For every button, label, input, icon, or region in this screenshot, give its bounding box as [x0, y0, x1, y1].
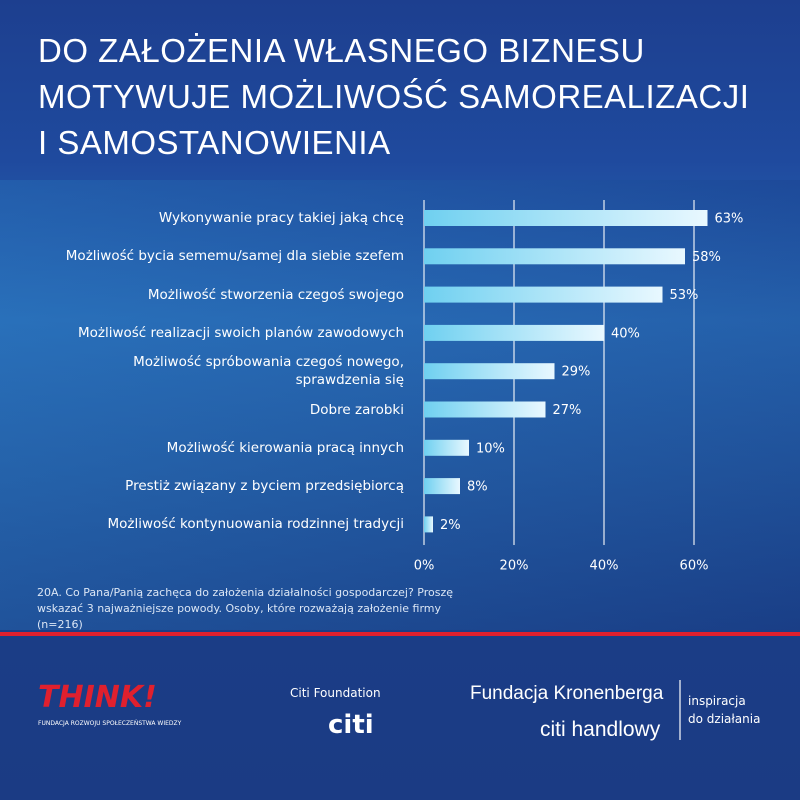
logo-think: THINK! — [38, 680, 157, 715]
bar — [424, 478, 460, 495]
title-line: DO ZAŁOŻENIA WŁASNEGO BIZNESU — [38, 32, 645, 69]
bar — [424, 439, 469, 456]
value-label: 53% — [670, 288, 699, 303]
category-label: Możliwość kontynuowania rodzinnej tradyc… — [107, 516, 404, 533]
logo-citi: citi — [328, 710, 374, 740]
value-label: 10% — [476, 441, 505, 456]
category-label: Wykonywanie pracy takiej jaką chcę — [158, 210, 404, 226]
category-label: Dobre zarobki — [309, 401, 404, 418]
logo-citi-handlowy: citi handlowy — [540, 718, 661, 741]
logo-think-sub: FUNDACJA ROZWOJU SPOŁECZEŃSTWA WIEDZY — [38, 720, 182, 727]
x-tick-label: 0% — [414, 559, 435, 574]
x-tick-label: 40% — [590, 559, 619, 574]
category-label: Możliwość stworzenia czegoś swojego — [147, 286, 404, 303]
category-label: Możliwość kierowania pracą innych — [166, 439, 404, 456]
bar — [424, 248, 685, 265]
bar — [424, 286, 663, 303]
value-label: 58% — [692, 250, 721, 265]
bar — [424, 516, 433, 533]
tagline: inspiracja — [688, 694, 746, 708]
value-label: 8% — [467, 480, 488, 495]
logo-kronenberg: Fundacja Kronenberga — [470, 683, 664, 704]
value-label: 27% — [553, 403, 582, 418]
title-line: I SAMOSTANOWIENIA — [38, 124, 391, 161]
value-label: 2% — [440, 518, 461, 533]
x-tick-label: 20% — [500, 559, 529, 574]
bar — [424, 210, 708, 226]
title-line: MOTYWUJE MOŻLIWOŚĆ SAMOREALIZACJI — [38, 78, 750, 115]
x-tick-label: 60% — [680, 559, 709, 574]
logo-citi-foundation: Citi Foundation — [290, 686, 381, 700]
category-label: Możliwość realizacji swoich planów zawod… — [77, 324, 404, 341]
value-label: 40% — [611, 326, 640, 341]
red-stripe — [0, 632, 800, 636]
category-label: Możliwość spróbowania czegoś nowego, spr… — [133, 354, 404, 389]
tagline: do działania — [688, 712, 761, 726]
bar — [424, 401, 546, 418]
footnote: 20A. Co Pana/Panią zachęca do założenia … — [37, 586, 454, 631]
bar — [424, 324, 604, 341]
value-label: 29% — [562, 365, 591, 380]
value-label: 63% — [715, 212, 744, 227]
category-label: Prestiż związany z byciem przedsiębiorcą — [125, 478, 404, 495]
category-label: Możliwość bycia sememu/samej dla siebie … — [65, 248, 404, 265]
bar — [424, 363, 555, 380]
